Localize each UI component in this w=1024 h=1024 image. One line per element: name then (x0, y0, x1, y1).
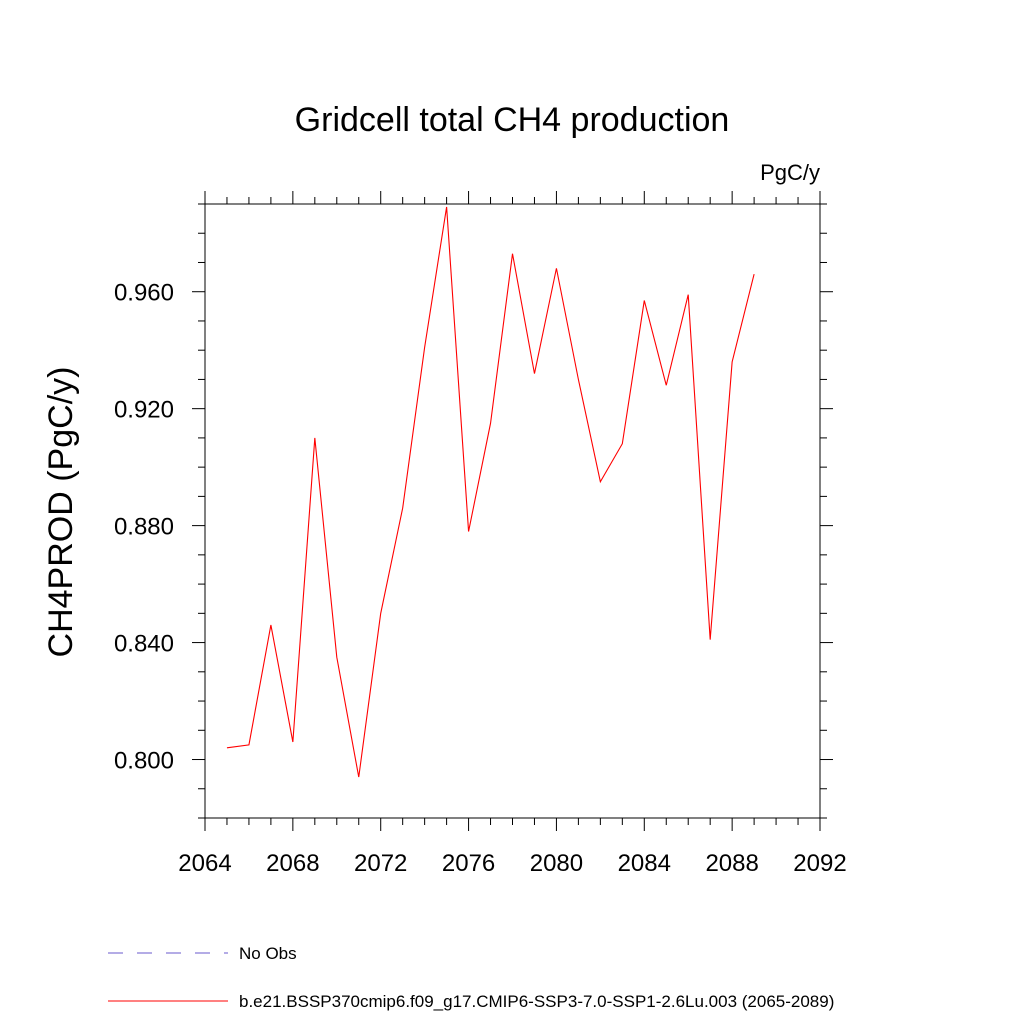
y-tick-label: 0.840 (114, 631, 174, 658)
chart-title: Gridcell total CH4 production (295, 101, 730, 139)
x-tick-label: 2088 (705, 850, 758, 877)
legend: No Obs b.e21.BSSP370cmip6.f09_g17.CMIP6-S… (108, 944, 834, 1011)
x-tick-label: 2080 (530, 850, 583, 877)
x-tick-label: 2084 (618, 850, 671, 877)
x-tick-label: 2068 (266, 850, 319, 877)
legend-label: b.e21.BSSP370cmip6.f09_g17.CMIP6-SSP3-7.… (239, 992, 834, 1011)
x-tick-label: 2092 (793, 850, 846, 877)
y-axis-label: CH4PROD (PgC/y) (42, 367, 80, 658)
y-tick-label: 0.800 (114, 748, 174, 775)
y-tick-label: 0.880 (114, 514, 174, 541)
series-layer (226, 206, 755, 778)
tick-labels: 2064 2068 2072 2076 2080 2084 2088 2092 0.800 0.8… (114, 280, 847, 877)
x-tick-label: 2072 (354, 850, 407, 877)
plot-frame (204, 203, 821, 819)
x-tick-label: 2076 (442, 850, 495, 877)
units-label: PgC/y (760, 160, 820, 185)
series-line (226, 206, 755, 778)
y-tick-label: 0.960 (114, 280, 174, 307)
axis-ticks (192, 191, 833, 831)
legend-label: No Obs (239, 944, 297, 963)
y-tick-label: 0.920 (114, 397, 174, 424)
x-tick-label: 2064 (178, 850, 231, 877)
